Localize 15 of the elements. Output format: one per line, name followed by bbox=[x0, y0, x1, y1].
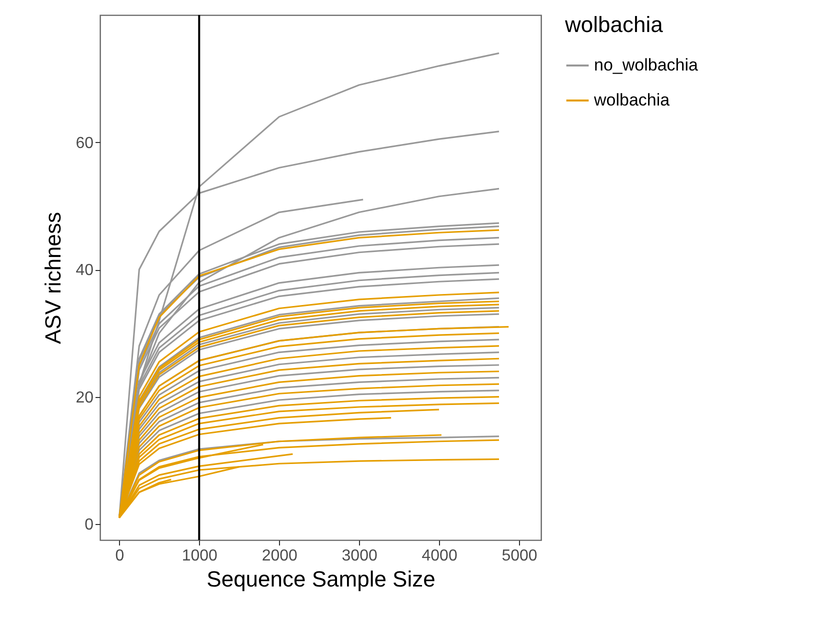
y-axis-title: ASV richness bbox=[40, 212, 66, 344]
x-tick-label: 2000 bbox=[262, 548, 298, 564]
legend-label: wolbachia bbox=[593, 90, 670, 110]
y-tick-label: 60 bbox=[76, 134, 94, 152]
y-tick-label: 40 bbox=[76, 262, 94, 280]
legend-label: no_wolbachia bbox=[594, 56, 699, 74]
x-axis-title: Sequence Sample Size bbox=[206, 566, 436, 592]
y-tick-label: 0 bbox=[84, 516, 94, 534]
x-tick-label: 5000 bbox=[502, 548, 538, 564]
x-tick-label: 1000 bbox=[182, 548, 218, 564]
x-tick-label: 0 bbox=[115, 548, 124, 564]
x-tick-label: 4000 bbox=[422, 548, 458, 564]
x-tick-label: 3000 bbox=[342, 548, 378, 564]
y-tick-label: 20 bbox=[76, 389, 94, 406]
legend-title: wolbachia bbox=[564, 12, 664, 37]
